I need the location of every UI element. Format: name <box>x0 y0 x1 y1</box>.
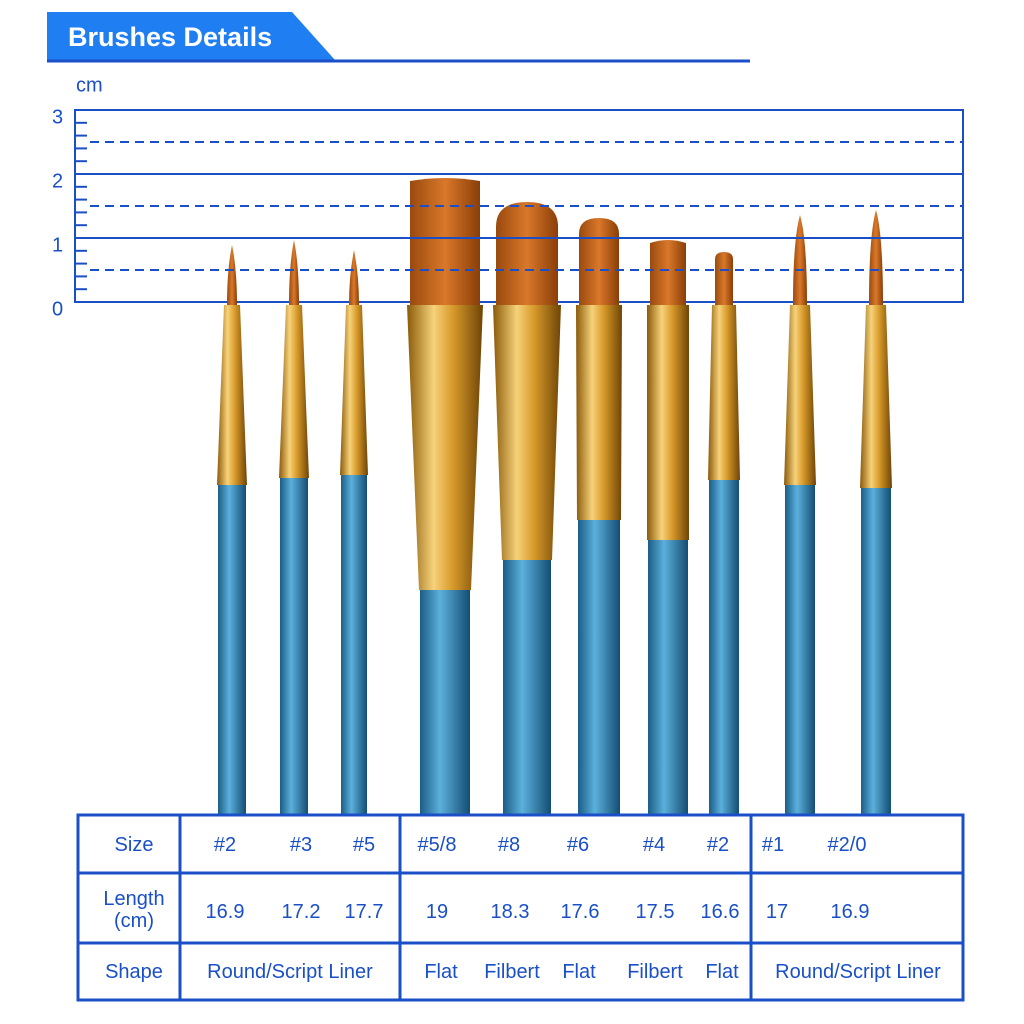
brush-ferrule <box>493 305 561 560</box>
brush-bristles <box>349 250 359 305</box>
brush-handle <box>578 510 620 815</box>
size-cell: #6 <box>566 834 590 856</box>
brushes <box>217 178 892 815</box>
ruler-tick-label: 0 <box>52 298 64 321</box>
shape-cell: Filbert <box>627 961 683 983</box>
length-cell: 16.9 <box>830 901 870 923</box>
row-header: Length (cm) <box>103 888 165 932</box>
brush-bristles <box>496 202 558 305</box>
length-cell: 16.6 <box>700 901 740 923</box>
table-grid <box>76 813 965 1002</box>
brush-handle <box>709 470 739 815</box>
size-cell: #1 <box>761 834 785 856</box>
header-title: Brushes Details <box>68 22 273 52</box>
brush-handle <box>420 580 470 815</box>
length-cell: 17.6 <box>560 901 600 923</box>
ruler-unit: cm <box>76 74 103 97</box>
shape-cell: Filbert <box>484 961 540 983</box>
brush-bristles <box>715 252 733 305</box>
brush-ferrule <box>576 305 622 520</box>
length-cell: 16.9 <box>205 901 245 923</box>
brush-ferrule <box>860 305 892 488</box>
brush-handle <box>785 475 815 815</box>
brush-handle <box>503 550 551 815</box>
length-cell: 18.3 <box>490 901 530 923</box>
shape-cell: Flat <box>705 961 739 983</box>
size-cell: #5/8 <box>417 834 457 856</box>
brush-handle <box>861 478 891 815</box>
row-header: Shape <box>105 961 163 983</box>
brush-bristles <box>227 245 237 305</box>
brush-handle <box>218 475 246 815</box>
brush-ferrule <box>407 305 483 590</box>
brush-ferrule <box>784 305 816 485</box>
brush-bristles <box>579 218 619 305</box>
header-banner <box>47 12 335 60</box>
brush-ferrule <box>217 305 247 485</box>
size-cell: #3 <box>289 834 313 856</box>
length-cell: 17.2 <box>281 901 321 923</box>
size-cell: #2/0 <box>827 834 867 856</box>
brush-handle <box>648 530 688 815</box>
shape-cell: Flat <box>424 961 458 983</box>
row-header: Size <box>114 834 154 856</box>
table-border <box>76 813 965 1002</box>
brush-ferrule <box>708 305 740 480</box>
brush-bristles <box>793 215 807 305</box>
size-cell: #2 <box>706 834 730 856</box>
ruler-tick-label: 2 <box>52 170 64 193</box>
size-cell: #5 <box>352 834 376 856</box>
brush-ferrule <box>279 305 309 478</box>
shape-cell: Round/Script Liner <box>775 961 941 983</box>
ruler-tick-label: 1 <box>52 234 64 257</box>
brush-ferrule <box>647 305 689 540</box>
size-cell: #4 <box>642 834 666 856</box>
length-cell: 17.7 <box>344 901 384 923</box>
brush-bristles <box>869 210 883 305</box>
length-cell: 19 <box>425 901 449 923</box>
brush-ferrule <box>340 305 368 475</box>
shape-cell: Round/Script Liner <box>207 961 373 983</box>
brush-bristles <box>410 178 480 305</box>
length-cell: 17.5 <box>635 901 675 923</box>
length-cell: 17 <box>765 901 789 923</box>
brush-bristles <box>289 240 299 305</box>
brush-handle <box>341 465 367 815</box>
brush-handle <box>280 468 308 815</box>
ruler-tick-label: 3 <box>52 106 64 129</box>
size-cell: #2 <box>213 834 237 856</box>
ruler <box>75 121 963 303</box>
brush-bristles <box>650 240 686 305</box>
shape-cell: Flat <box>562 961 596 983</box>
size-cell: #8 <box>497 834 521 856</box>
